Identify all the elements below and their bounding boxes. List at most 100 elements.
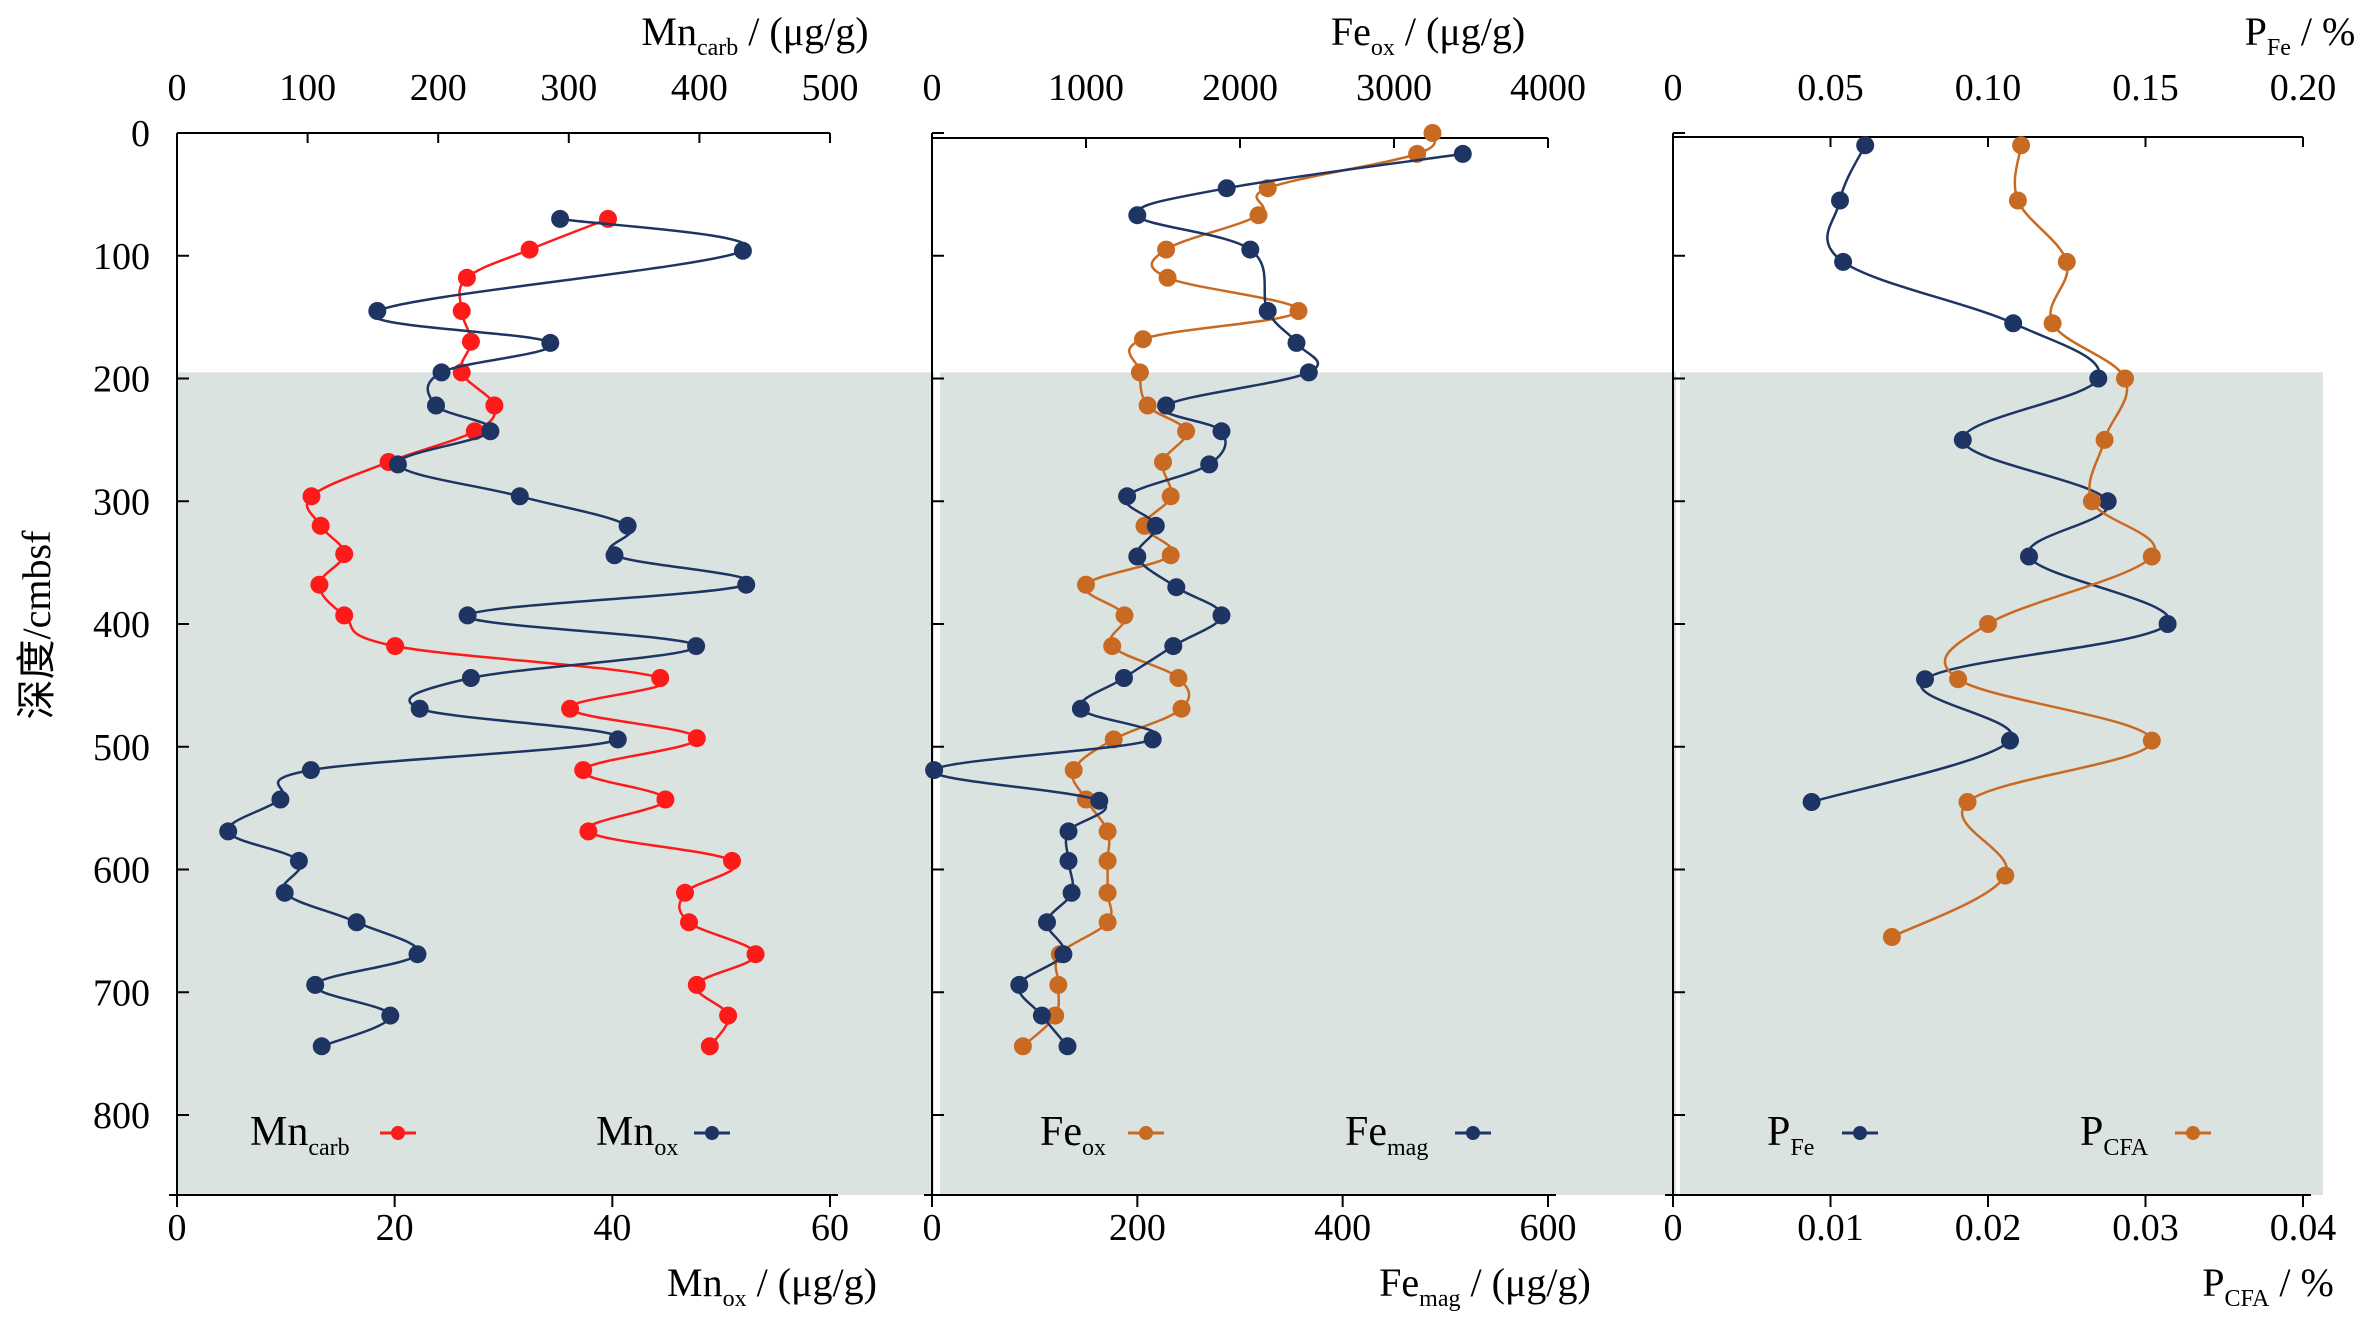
bottom-tick-label-fe: 0 (923, 1207, 942, 1249)
bottom-tick-label-mn: 0 (168, 1207, 187, 1249)
shaded-zone-mn (177, 372, 934, 1195)
data-point-PFe-11 (1802, 793, 1821, 811)
data-point-Feox-11 (1154, 453, 1172, 471)
data-point-Femag-17 (1071, 699, 1090, 718)
data-point-Mncarb-11 (335, 545, 354, 563)
data-point-Feox-23 (1098, 822, 1117, 841)
data-point-Feox-29 (1046, 1006, 1065, 1025)
data-point-PCFA-4 (2116, 369, 2134, 388)
legend-label-mn-left-sub: carb (308, 1135, 349, 1161)
data-point-Mnox-11 (737, 575, 756, 594)
data-point-Feox-26 (1098, 913, 1117, 932)
data-point-Mnox-14 (461, 669, 480, 687)
shaded-zone-fe (940, 372, 1676, 1195)
legend-label-fe-left-sub: ox (1082, 1135, 1106, 1161)
data-point-Mnox-8 (510, 487, 529, 506)
legend-label-fe-right-base: Fe (1345, 1109, 1387, 1155)
data-point-PCFA-9 (1949, 670, 1968, 689)
data-point-PFe-6 (2098, 492, 2117, 511)
data-point-PCFA-3 (2043, 314, 2062, 333)
data-point-Femag-16 (1115, 669, 1133, 687)
top-tick-label-p: 0.05 (1797, 67, 1864, 109)
data-point-Femag-0 (1453, 144, 1472, 163)
data-point-Feox-17 (1103, 637, 1122, 656)
data-point-Mncarb-13 (335, 606, 354, 625)
bottom-tick-label-p: 0.02 (1955, 1207, 2022, 1249)
top-tick-label-fe: 4000 (1510, 67, 1586, 109)
data-point-PCFA-1 (2008, 191, 2027, 210)
legend-label-p-right-base: P (2080, 1109, 2103, 1155)
top-tick-label-fe: 1000 (1048, 67, 1124, 109)
data-point-Mnox-18 (271, 790, 290, 809)
depth-tick-label: 300 (93, 481, 150, 523)
data-point-Femag-27 (1032, 1006, 1051, 1025)
depth-tick-label: 200 (93, 359, 150, 401)
data-point-Mnox-7 (388, 455, 407, 474)
data-point-Mncarb-12 (310, 575, 329, 594)
top-tick-label-fe: 3000 (1356, 67, 1432, 109)
data-point-Femag-14 (1212, 606, 1231, 625)
data-point-Femag-25 (1054, 945, 1073, 964)
data-point-PFe-1 (1831, 191, 1849, 210)
data-point-Femag-7 (1157, 396, 1176, 415)
data-point-PFe-3 (2004, 314, 2023, 333)
depth-axis-label: 深度/cmbsf (14, 530, 59, 720)
data-point-Femag-20 (1090, 791, 1109, 810)
bottom-tick-label-fe: 200 (1109, 1207, 1166, 1249)
top-tick-label-p: 0.20 (2270, 67, 2337, 109)
top-axis-title-p-sub: Fe (2267, 35, 2291, 61)
data-point-Mnox-0 (551, 209, 570, 228)
data-point-Mncarb-1 (520, 240, 539, 259)
top-tick-label-p: 0 (1664, 67, 1683, 109)
top-axis-title-fe: Feox / (μg/g) (1331, 9, 1525, 61)
bottom-tick-label-p: 0.03 (2112, 1207, 2179, 1249)
legend-label-fe-right-sub: mag (1387, 1135, 1428, 1161)
data-point-Feox-14 (1161, 546, 1180, 565)
data-point-Femag-26 (1010, 975, 1029, 994)
data-point-PFe-9 (1916, 670, 1934, 689)
data-point-PFe-2 (1834, 252, 1853, 271)
bottom-tick-label-p: 0.04 (2270, 1207, 2337, 1249)
legend-marker-fe-right (1466, 1126, 1480, 1140)
bottom-axis-title-fe-tail: / (μg/g) (1461, 1260, 1591, 1305)
data-point-Mncarb-23 (680, 913, 698, 932)
data-point-Femag-28 (1058, 1037, 1077, 1056)
data-point-Mnox-2 (368, 302, 387, 320)
data-point-Femag-19 (925, 761, 944, 780)
data-point-Mnox-24 (306, 975, 325, 994)
data-point-Mnox-21 (275, 883, 294, 902)
data-point-Mnox-5 (427, 396, 445, 415)
data-point-Mncarb-10 (311, 516, 330, 535)
legend-marker-mn-right (705, 1126, 719, 1140)
bottom-axis-title-mn-base: Mn (667, 1260, 723, 1305)
data-point-PFe-4 (2089, 369, 2108, 388)
bottom-axis-title-mn-tail: / (μg/g) (747, 1260, 877, 1305)
data-point-Femag-5 (1287, 333, 1306, 352)
data-point-Mnox-15 (410, 699, 429, 718)
top-tick-label-p: 0.10 (1955, 67, 2022, 109)
bottom-tick-label-fe: 400 (1314, 1207, 1371, 1249)
bottom-axis-title-mn: Mnox / (μg/g) (667, 1260, 877, 1312)
bottom-axis-title-fe-sub: mag (1419, 1286, 1460, 1312)
data-point-PFe-10 (2001, 731, 2019, 750)
top-tick-label-mn: 500 (802, 67, 859, 109)
legend-label-p-left-sub: Fe (1790, 1135, 1814, 1161)
data-point-Femag-18 (1143, 730, 1162, 749)
bottom-tick-label-p: 0 (1664, 1207, 1683, 1249)
data-point-Feox-8 (1130, 363, 1149, 382)
data-point-Mnox-1 (733, 241, 752, 260)
legend-label-mn-left: Mncarb (250, 1109, 350, 1161)
legend-marker-p-right (2186, 1126, 2200, 1140)
bottom-axis-title-p: PCFA / % (2202, 1260, 2334, 1312)
legend-marker-mn-left (391, 1126, 405, 1140)
top-axis-title-p: PFe / % (2245, 9, 2356, 61)
data-point-Mnox-13 (687, 637, 706, 656)
data-point-Femag-6 (1299, 363, 1318, 382)
legend-label-p-left-base: P (1767, 1109, 1790, 1155)
top-tick-label-fe: 2000 (1202, 67, 1278, 109)
legend-label-p-left: PFe (1767, 1109, 1814, 1161)
data-point-PCFA-7 (2142, 547, 2161, 566)
legend-label-mn-right: Mnox (596, 1109, 678, 1161)
legend-label-mn-right-sub: ox (654, 1135, 678, 1161)
data-point-Femag-4 (1258, 302, 1277, 320)
